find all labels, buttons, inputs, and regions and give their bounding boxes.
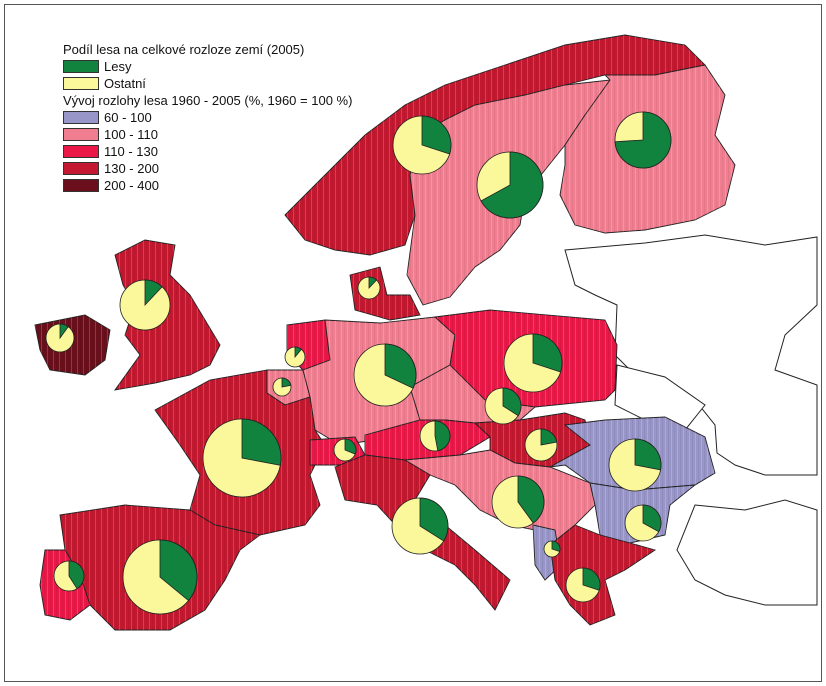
legend-item-class-1: 60 - 100: [63, 109, 352, 126]
pie-slice-forest-italy: [419, 497, 449, 542]
pie-austria: [419, 420, 451, 452]
pie-ireland: [45, 323, 75, 353]
pie-bulgaria: [624, 504, 662, 542]
pie-albania: [543, 540, 561, 558]
country-layer: [34, 34, 736, 631]
pie-slice-forest-czech-republic: [502, 387, 522, 417]
pie-slice-forest-united-kingdom: [144, 279, 163, 307]
pie-poland: [503, 333, 563, 393]
legend-swatch-forest: [63, 60, 99, 73]
legend-label-class-5: 200 - 400: [104, 178, 159, 193]
pie-united-kingdom: [119, 279, 171, 331]
pie-slice-forest-ireland: [59, 323, 69, 340]
pie-slice-forest-norway: [421, 115, 452, 155]
pie-yugoslavia: [491, 475, 545, 529]
legend-label-class-1: 60 - 100: [104, 110, 152, 125]
pie-norway: [392, 115, 452, 175]
pie-czech-republic: [484, 387, 522, 425]
legend-item-class-5: 200 - 400: [63, 177, 352, 194]
legend-swatch-other: [63, 77, 99, 90]
pie-slice-forest-poland: [532, 333, 563, 373]
pie-hungary: [524, 428, 558, 462]
pie-germany: [353, 343, 417, 407]
pie-slice-forest-finland: [614, 111, 672, 169]
pie-switzerland: [333, 438, 357, 462]
pie-romania: [608, 438, 662, 492]
legend-label-forest: Lesy: [104, 59, 132, 74]
legend-title-forest-share: Podíl lesa na celkové rozloze zemí (2005…: [63, 42, 305, 57]
other-land: [564, 234, 818, 606]
pie-slice-forest-belgium: [281, 377, 292, 388]
legend-label-class-3: 110 - 130: [104, 144, 158, 159]
pie-slice-forest-yugoslavia: [517, 475, 545, 524]
country-hatch-norway: [285, 35, 705, 255]
pie-portugal: [53, 560, 85, 592]
legend-label-class-4: 130 - 200: [104, 161, 159, 176]
pie-slice-forest-sweden: [480, 151, 544, 219]
pie-spain: [122, 539, 198, 615]
legend-swatch-class-5: [63, 179, 99, 192]
legend-label-class-2: 100 - 110: [104, 127, 158, 142]
europe-map: [34, 34, 818, 631]
map-frame: Podíl lesa na celkové rozloze zemí (2005…: [4, 4, 822, 682]
pie-slice-forest-albania: [551, 540, 561, 552]
legend-swatch-class-3: [63, 145, 99, 158]
pie-italy: [391, 497, 449, 555]
legend-swatch-class-2: [63, 128, 99, 141]
legend-item-class-4: 130 - 200: [63, 160, 352, 177]
pie-sweden: [476, 151, 544, 219]
legend-swatch-class-4: [63, 162, 99, 175]
pie-slice-forest-hungary: [540, 428, 558, 446]
pie-belgium: [272, 377, 292, 397]
legend-item-class-2: 100 - 110: [63, 126, 352, 143]
legend: Podíl lesa na celkové rozloze zemí (2005…: [63, 41, 352, 194]
pie-netherlands: [284, 346, 306, 368]
legend-label-other: Ostatní: [104, 76, 146, 91]
pie-slice-forest-spain: [159, 539, 198, 602]
legend-title-forest-change: Vývoj rozlohy lesa 1960 - 2005 (%, 1960 …: [63, 93, 353, 108]
legend-swatch-class-1: [63, 111, 99, 124]
pie-slice-forest-netherlands: [294, 346, 302, 359]
pie-slice-forest-switzerland: [344, 438, 357, 455]
pie-slice-forest-denmark: [368, 276, 378, 290]
pie-slice-forest-germany: [384, 343, 417, 389]
legend-item-forest: Lesy: [63, 58, 352, 75]
pie-slice-forest-greece: [582, 567, 601, 591]
pie-layer: [45, 111, 672, 615]
pie-denmark: [357, 276, 381, 300]
legend-item-class-3: 110 - 130: [63, 143, 352, 160]
pie-slice-forest-austria: [434, 420, 451, 452]
pie-france: [202, 418, 282, 498]
pie-finland: [614, 111, 672, 169]
pie-slice-forest-france: [241, 418, 282, 466]
pie-slice-forest-bulgaria: [642, 504, 662, 533]
pie-slice-forest-portugal: [68, 560, 85, 590]
legend-item-other: Ostatní: [63, 75, 352, 92]
pie-greece: [565, 567, 601, 603]
pie-slice-forest-romania: [634, 438, 662, 471]
